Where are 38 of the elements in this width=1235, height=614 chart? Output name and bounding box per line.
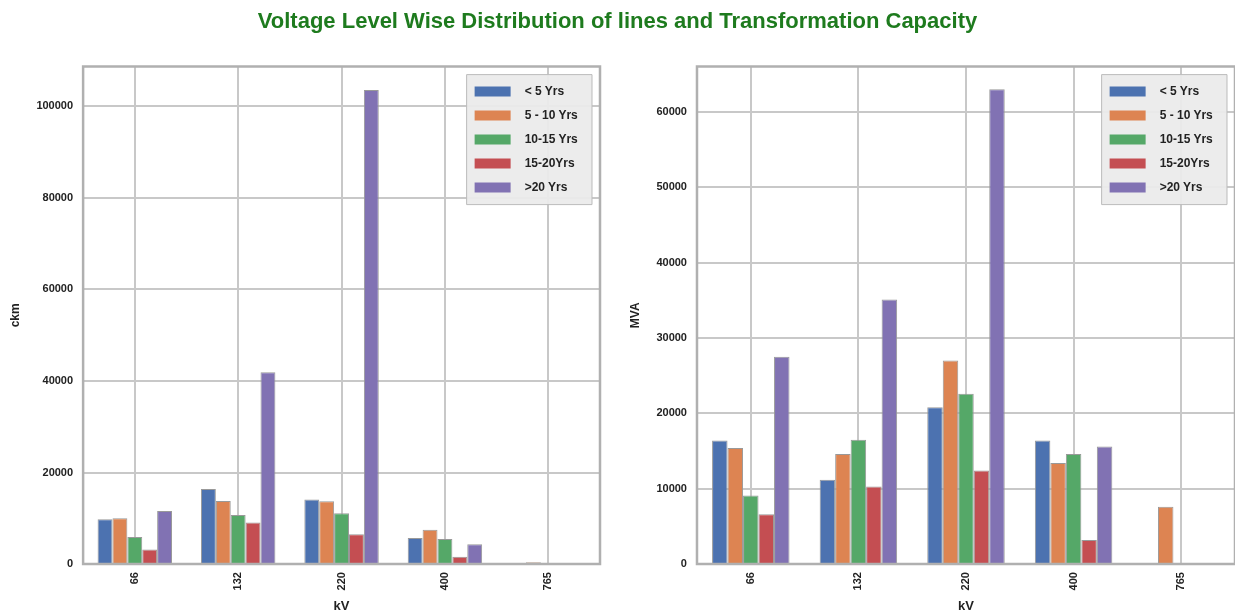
y-tick-label: 80000 — [42, 190, 74, 203]
x-tick-label: 765 — [1174, 572, 1187, 591]
y-tick-label: 60000 — [42, 282, 74, 295]
legend-label: < 5 Yrs — [1159, 83, 1200, 98]
x-axis-title: kV — [333, 597, 350, 613]
legend-label: < 5 Yrs — [524, 83, 565, 98]
y-tick-label: 0 — [680, 557, 687, 570]
y-tick-label: 20000 — [42, 465, 74, 478]
y-tick-label: 40000 — [656, 255, 687, 268]
y-tick-label: 10000 — [656, 481, 687, 494]
y-axis-title: ckm — [7, 303, 22, 328]
y-tick-label: 60000 — [656, 104, 687, 117]
y-tick-label: 0 — [66, 557, 74, 570]
y-tick-label: 40000 — [42, 374, 74, 387]
x-tick-label: 220 — [334, 572, 347, 591]
x-tick-label: 66 — [743, 572, 756, 585]
y-axis-title: MVA — [627, 302, 642, 329]
x-tick-label: 400 — [1066, 572, 1079, 591]
legend-label: 10-15 Yrs — [524, 131, 579, 146]
legend-label: >20 Yrs — [1159, 179, 1203, 194]
legend-label: 5 - 10 Yrs — [524, 107, 579, 122]
y-tick-label: 30000 — [656, 330, 687, 343]
x-tick-label: 220 — [959, 572, 972, 591]
chart-title: Voltage Level Wise Distribution of lines and Transformation Capacity — [256, 8, 979, 34]
y-tick-label: 50000 — [656, 180, 687, 193]
x-tick-label: 132 — [231, 572, 244, 591]
x-axis-title: kV — [958, 597, 975, 613]
x-tick-label: 66 — [127, 572, 140, 585]
legend-label: 10-15 Yrs — [1159, 131, 1214, 146]
y-tick-label: 20000 — [656, 406, 687, 419]
legend-label: 5 - 10 Yrs — [1159, 107, 1214, 122]
legend-label: 15-20Yrs — [1159, 155, 1210, 170]
legend-label: >20 Yrs — [524, 179, 568, 194]
x-tick-label: 765 — [541, 572, 554, 591]
legend-label: 15-20Yrs — [524, 155, 575, 170]
x-tick-label: 132 — [851, 572, 864, 591]
y-tick-label: 100000 — [36, 99, 74, 112]
x-tick-label: 400 — [437, 572, 450, 591]
